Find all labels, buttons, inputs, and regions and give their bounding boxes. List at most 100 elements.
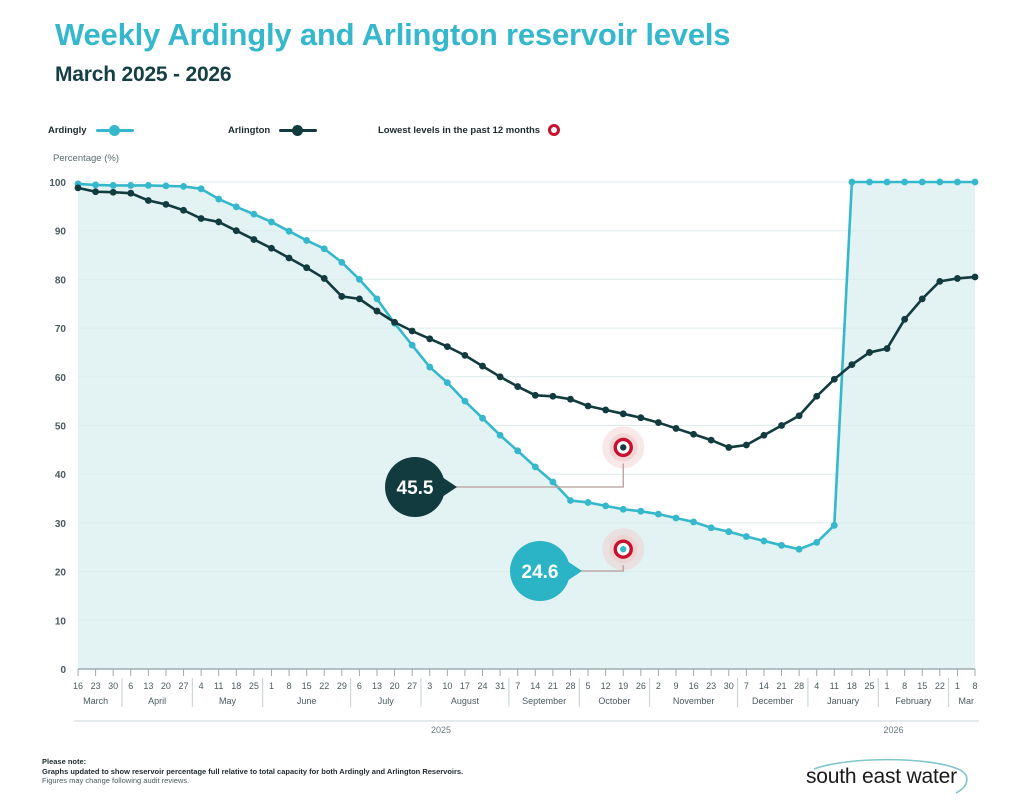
svg-text:25: 25 xyxy=(864,681,874,691)
svg-text:40: 40 xyxy=(55,470,67,481)
svg-text:8: 8 xyxy=(972,681,977,691)
svg-text:7: 7 xyxy=(515,681,520,691)
svg-text:23: 23 xyxy=(91,681,101,691)
svg-text:2026: 2026 xyxy=(883,725,903,735)
svg-text:10: 10 xyxy=(442,681,452,691)
svg-text:April: April xyxy=(148,696,166,706)
svg-text:90: 90 xyxy=(55,227,67,238)
svg-text:11: 11 xyxy=(214,681,223,691)
svg-text:July: July xyxy=(378,696,395,706)
svg-text:9: 9 xyxy=(673,681,678,691)
svg-text:August: August xyxy=(451,696,480,706)
svg-text:16: 16 xyxy=(689,681,699,691)
svg-text:18: 18 xyxy=(231,681,241,691)
svg-text:20: 20 xyxy=(161,681,171,691)
svg-text:0: 0 xyxy=(60,665,66,676)
svg-text:19: 19 xyxy=(618,681,628,691)
svg-text:March: March xyxy=(83,696,108,706)
svg-text:September: September xyxy=(522,696,566,706)
svg-text:8: 8 xyxy=(902,681,907,691)
page-subtitle: March 2025 - 2026 xyxy=(55,63,232,86)
svg-text:13: 13 xyxy=(372,681,382,691)
svg-text:13: 13 xyxy=(143,681,153,691)
footer-line-2: Graphs updated to show reservoir percent… xyxy=(42,766,464,776)
legend-swatch-arlington xyxy=(279,124,318,136)
legend-item-lowest-levels: Lowest levels in the past 12 months xyxy=(378,122,561,138)
svg-text:70: 70 xyxy=(55,324,67,335)
svg-text:3: 3 xyxy=(427,681,432,691)
legend-item-ardingly: Ardingly xyxy=(48,122,134,138)
svg-text:22: 22 xyxy=(935,681,945,691)
legend-label-arlington: Arlington xyxy=(228,124,271,136)
svg-text:4: 4 xyxy=(199,681,204,691)
svg-text:28: 28 xyxy=(794,681,804,691)
svg-text:November: November xyxy=(673,696,715,706)
svg-text:30: 30 xyxy=(724,681,734,691)
svg-text:June: June xyxy=(297,696,317,706)
svg-text:30: 30 xyxy=(108,681,118,691)
svg-text:29: 29 xyxy=(337,681,347,691)
svg-text:16: 16 xyxy=(73,681,83,691)
svg-text:22: 22 xyxy=(319,681,329,691)
logo-swoosh-icon xyxy=(813,758,968,794)
svg-text:26: 26 xyxy=(636,681,646,691)
svg-text:100: 100 xyxy=(49,178,66,189)
svg-text:12: 12 xyxy=(601,681,611,691)
svg-text:1: 1 xyxy=(269,681,274,691)
svg-text:10: 10 xyxy=(55,616,67,627)
legend-label-ardingly: Ardingly xyxy=(48,124,87,136)
svg-text:24.6: 24.6 xyxy=(522,562,559,583)
svg-text:October: October xyxy=(598,696,630,706)
svg-text:December: December xyxy=(752,696,794,706)
svg-text:17: 17 xyxy=(460,681,470,691)
svg-text:15: 15 xyxy=(917,681,927,691)
page-title: Weekly Ardingly and Arlington reservoir … xyxy=(55,17,731,52)
svg-text:28: 28 xyxy=(565,681,575,691)
svg-text:18: 18 xyxy=(847,681,857,691)
svg-text:50: 50 xyxy=(55,422,67,433)
svg-text:27: 27 xyxy=(179,681,189,691)
svg-text:24: 24 xyxy=(478,681,488,691)
svg-text:45.5: 45.5 xyxy=(397,478,434,499)
svg-text:6: 6 xyxy=(128,681,133,691)
svg-text:5: 5 xyxy=(586,681,591,691)
svg-text:4: 4 xyxy=(814,681,819,691)
footer-line-1: Please note: xyxy=(42,757,87,766)
svg-text:27: 27 xyxy=(407,681,417,691)
svg-text:25: 25 xyxy=(249,681,259,691)
svg-text:7: 7 xyxy=(744,681,749,691)
svg-text:Mar: Mar xyxy=(958,696,974,706)
svg-text:23: 23 xyxy=(706,681,716,691)
lowest-level-ring-icon xyxy=(548,124,561,136)
svg-text:20: 20 xyxy=(390,681,400,691)
svg-text:60: 60 xyxy=(55,373,67,384)
svg-text:20: 20 xyxy=(55,568,67,579)
logo-text: south east water xyxy=(806,765,957,788)
svg-text:1: 1 xyxy=(885,681,890,691)
svg-text:21: 21 xyxy=(777,681,787,691)
svg-text:31: 31 xyxy=(495,681,505,691)
legend-label-lowest-levels: Lowest levels in the past 12 months xyxy=(378,124,541,136)
svg-text:11: 11 xyxy=(830,681,839,691)
footer-line-3: Figures may change following audit revie… xyxy=(42,776,190,786)
svg-text:8: 8 xyxy=(287,681,292,691)
svg-text:80: 80 xyxy=(55,275,67,286)
svg-text:30: 30 xyxy=(55,519,67,530)
legend-swatch-ardingly xyxy=(95,124,134,136)
y-axis-title: Percentage (%) xyxy=(53,153,120,164)
svg-text:1: 1 xyxy=(955,681,960,691)
svg-text:14: 14 xyxy=(530,681,540,691)
south-east-water-logo: south east water xyxy=(806,757,976,799)
svg-text:6: 6 xyxy=(357,681,362,691)
svg-text:15: 15 xyxy=(302,681,312,691)
footer-note: Please note: Graphs updated to show rese… xyxy=(42,757,463,786)
svg-text:February: February xyxy=(895,696,932,706)
legend-item-arlington: Arlington xyxy=(228,122,318,138)
svg-text:2025: 2025 xyxy=(431,725,451,735)
svg-text:January: January xyxy=(827,696,860,706)
svg-text:May: May xyxy=(219,696,237,706)
svg-text:2: 2 xyxy=(656,681,661,691)
